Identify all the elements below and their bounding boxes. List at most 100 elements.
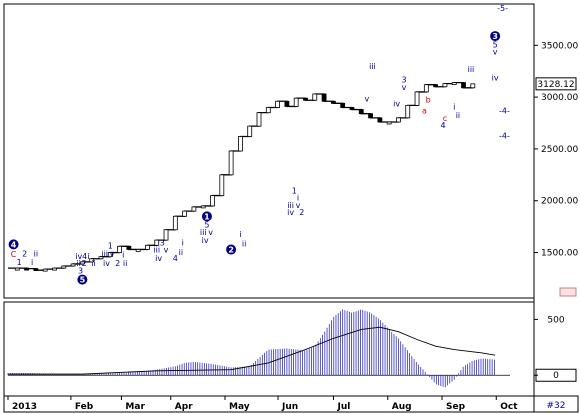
price-bar — [442, 83, 448, 88]
wave-label: iii — [369, 62, 376, 71]
price-bar — [461, 82, 466, 89]
wave-label: iii — [101, 250, 108, 259]
price-bar — [349, 107, 355, 110]
wave-label: i — [182, 238, 184, 247]
corner-box — [533, 395, 579, 413]
wave-label: v — [110, 250, 115, 259]
price-bar — [79, 261, 85, 265]
wave-label: iv — [393, 99, 400, 108]
month-label: Apr — [175, 402, 193, 412]
month-label: Feb — [75, 402, 94, 412]
price-bar — [33, 268, 39, 272]
wave-label: -4- — [499, 132, 510, 141]
price-bar — [275, 100, 280, 108]
wave-label: -4- — [499, 107, 510, 116]
price-bar — [238, 136, 243, 152]
price-bar — [321, 93, 327, 102]
price-bar — [377, 117, 383, 123]
price-bar — [172, 215, 178, 231]
wave-label: 5 — [493, 40, 498, 49]
wave-label: v — [493, 48, 498, 57]
wave-label: v — [296, 201, 301, 210]
price-bar — [200, 205, 206, 209]
wave-label: 4 — [441, 121, 446, 130]
oscillator-series — [7, 309, 510, 388]
wave-label: ii — [456, 111, 460, 120]
wave-label: iii — [153, 246, 160, 255]
wave-label: iv — [103, 259, 110, 268]
wave-label: 1 — [17, 258, 22, 267]
price-bar — [247, 125, 253, 137]
wave-label: iv — [287, 208, 294, 217]
wave-label: 1 — [292, 186, 297, 195]
wave-label: iv — [155, 254, 162, 263]
wave-label: v — [208, 228, 213, 237]
wave-label: -5- — [497, 4, 508, 13]
wave-label: 2 — [299, 208, 304, 217]
wave-label: 5 — [80, 276, 86, 285]
oscillator-tick-label: 0 — [553, 371, 559, 381]
price-bar — [52, 267, 57, 271]
wave-label: i — [31, 258, 33, 267]
wave-label: 3 — [492, 32, 498, 41]
wave-label: b — [426, 95, 431, 104]
price-bar — [358, 109, 364, 115]
corner-label: #32 — [547, 401, 566, 411]
last-price-label: 3128.12 — [535, 77, 577, 91]
price-bar — [107, 252, 113, 258]
price-bar — [117, 245, 122, 253]
price-bar — [61, 265, 67, 269]
wave-label: v — [364, 94, 369, 103]
price-bar — [405, 105, 411, 119]
month-label: Jun — [281, 402, 298, 412]
price-tick-label: 2000.00 — [541, 197, 578, 207]
price-bar — [219, 174, 225, 196]
wave-label: 4 — [11, 240, 17, 249]
wave-label: ii — [76, 259, 80, 268]
month-label: Sep — [446, 402, 466, 412]
wave-circle — [490, 31, 501, 42]
price-axis-ticks: 1500.00 2000.00 2500.00 3000.00 3500.00 — [534, 41, 578, 259]
price-tick-label: 3000.00 — [541, 93, 578, 103]
price-bar — [228, 150, 234, 176]
wave-label: 3 — [78, 266, 83, 275]
wave-label: ii — [179, 248, 183, 257]
price-series — [8, 81, 476, 272]
price-bar — [126, 245, 132, 250]
price-bar — [145, 244, 150, 250]
oscillator-signal-line — [8, 326, 496, 375]
scroll-marker[interactable] — [559, 287, 577, 297]
price-bar — [303, 97, 308, 101]
price-bar — [265, 107, 271, 114]
oscillator-tick-label: 500 — [547, 315, 564, 325]
price-tick-label: 2500.00 — [541, 145, 578, 155]
price-bar — [89, 258, 95, 263]
oscillator-axis-ticks: 0 500 — [534, 315, 565, 381]
wave-circle — [8, 239, 19, 250]
wave-circle — [201, 211, 212, 222]
price-bar — [396, 117, 401, 123]
price-bar — [163, 229, 169, 241]
price-bar — [312, 93, 318, 101]
price-bar — [284, 100, 290, 107]
month-label: Aug — [392, 402, 412, 412]
wave-label: 1 — [108, 241, 113, 250]
last-price-text: 3128.12 — [537, 80, 574, 90]
wave-label: i — [297, 194, 299, 203]
wave-label: iv — [202, 236, 209, 245]
price-bar — [451, 82, 457, 86]
month-label: 2013 — [12, 402, 37, 412]
wave-label: 2 — [82, 259, 87, 268]
price-bar — [182, 210, 188, 217]
wave-label: 2 — [228, 246, 234, 255]
wave-label: 3 — [401, 76, 406, 85]
wave-circle — [226, 244, 237, 255]
price-bar — [340, 102, 346, 108]
wave-label: iv4i — [75, 252, 89, 261]
price-bar — [191, 206, 197, 212]
price-bar — [70, 263, 76, 267]
price-bar — [433, 84, 439, 88]
